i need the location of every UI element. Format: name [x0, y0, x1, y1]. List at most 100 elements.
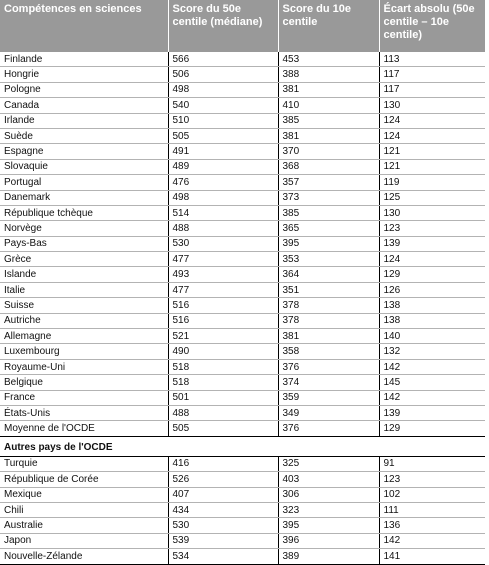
median-score-cell: 488 — [167, 405, 278, 422]
country-cell: Moyenne de l'OCDE — [0, 420, 168, 437]
country-cell: République de Corée — [0, 471, 168, 488]
gap-cell: 117 — [378, 66, 485, 83]
section-title: Autres pays de l'OCDE — [0, 436, 485, 457]
p10-score-cell: 378 — [277, 297, 379, 314]
gap-cell: 141 — [378, 548, 485, 565]
country-cell: Hongrie — [0, 66, 168, 83]
country-cell: Islande — [0, 266, 168, 283]
country-cell: Danemark — [0, 190, 168, 206]
median-score-cell: 501 — [167, 390, 278, 406]
median-score-cell: 518 — [167, 359, 278, 376]
table-row: Royaume-Uni 518 376 142 — [0, 359, 485, 376]
country-cell: Autriche — [0, 313, 168, 330]
p10-score-cell: 364 — [277, 266, 379, 283]
table-row: Espagne 491 370 121 — [0, 143, 485, 160]
table-row: États-Unis 488 349 139 — [0, 405, 485, 422]
gap-cell: 111 — [378, 502, 485, 519]
p10-score-cell: 370 — [277, 143, 379, 160]
median-score-cell: 516 — [167, 297, 278, 314]
table-row: Suisse 516 378 138 — [0, 297, 485, 314]
p10-score-cell: 381 — [277, 328, 379, 345]
p10-score-cell: 403 — [277, 471, 379, 488]
median-score-cell: 566 — [167, 52, 278, 68]
gap-cell: 145 — [378, 374, 485, 391]
country-cell: Slovaquie — [0, 159, 168, 176]
median-score-cell: 514 — [167, 205, 278, 222]
country-cell: Chili — [0, 502, 168, 519]
country-cell: Grèce — [0, 251, 168, 268]
p10-score-cell: 385 — [277, 113, 379, 129]
p10-score-cell: 323 — [277, 502, 379, 519]
p10-score-cell: 376 — [277, 359, 379, 376]
section-heading-row: Autres pays de l'OCDE — [0, 436, 485, 457]
table-header: Compétences en sciences Score du 50e cen… — [0, 0, 485, 52]
gap-cell: 125 — [378, 190, 485, 206]
table-row: Slovaquie 489 368 121 — [0, 159, 485, 176]
p10-score-cell: 396 — [277, 533, 379, 550]
p10-score-cell: 376 — [277, 420, 379, 437]
gap-cell: 130 — [378, 97, 485, 114]
gap-cell: 139 — [378, 405, 485, 422]
p10-score-cell: 374 — [277, 374, 379, 391]
table-row: Australie 530 395 136 — [0, 517, 485, 534]
table-row: Allemagne 521 381 140 — [0, 328, 485, 345]
median-score-cell: 510 — [167, 113, 278, 129]
country-cell: République tchèque — [0, 205, 168, 222]
median-score-cell: 534 — [167, 548, 278, 565]
median-score-cell: 493 — [167, 266, 278, 283]
oecd-average-row: Moyenne de l'OCDE 505 376 129 — [0, 420, 485, 437]
gap-cell: 139 — [378, 236, 485, 253]
p10-score-cell: 353 — [277, 251, 379, 268]
country-cell: Pologne — [0, 82, 168, 99]
median-score-cell: 498 — [167, 190, 278, 206]
table-row: Pays-Bas 530 395 139 — [0, 236, 485, 253]
median-score-cell: 505 — [167, 128, 278, 145]
median-score-cell: 434 — [167, 502, 278, 519]
gap-cell: 136 — [378, 517, 485, 534]
table-row: Suède 505 381 124 — [0, 128, 485, 145]
p10-score-cell: 453 — [277, 52, 379, 68]
median-score-cell: 476 — [167, 174, 278, 191]
header-median-score: Score du 50e centile (médiane) — [167, 0, 278, 52]
table-row: Chili 434 323 111 — [0, 502, 485, 519]
median-score-cell: 506 — [167, 66, 278, 83]
p10-score-cell: 388 — [277, 66, 379, 83]
gap-cell: 138 — [378, 313, 485, 330]
country-cell: Pays-Bas — [0, 236, 168, 253]
table-row: Autriche 516 378 138 — [0, 313, 485, 330]
p10-score-cell: 358 — [277, 343, 379, 360]
median-score-cell: 407 — [167, 487, 278, 503]
table-row: Grèce 477 353 124 — [0, 251, 485, 268]
p10-score-cell: 325 — [277, 456, 379, 473]
median-score-cell: 416 — [167, 456, 278, 473]
p10-score-cell: 373 — [277, 190, 379, 206]
table-row: France 501 359 142 — [0, 390, 485, 406]
gap-cell: 142 — [378, 390, 485, 406]
gap-cell: 124 — [378, 251, 485, 268]
table-row: Danemark 498 373 125 — [0, 190, 485, 206]
header-country: Compétences en sciences — [0, 0, 168, 52]
country-cell: Japon — [0, 533, 168, 550]
median-score-cell: 540 — [167, 97, 278, 114]
gap-cell: 130 — [378, 205, 485, 222]
table-row: Islande 493 364 129 — [0, 266, 485, 283]
country-cell: Irlande — [0, 113, 168, 129]
country-cell: Belgique — [0, 374, 168, 391]
p10-score-cell: 381 — [277, 82, 379, 99]
table-row: Irlande 510 385 124 — [0, 113, 485, 129]
gap-cell: 129 — [378, 266, 485, 283]
country-cell: Italie — [0, 282, 168, 299]
header-absolute-gap: Écart absolu (50e centile – 10e centile) — [378, 0, 485, 52]
gap-cell: 121 — [378, 159, 485, 176]
median-score-cell: 526 — [167, 471, 278, 488]
table-row: Italie 477 351 126 — [0, 282, 485, 299]
country-cell: Nouvelle-Zélande — [0, 548, 168, 565]
p10-score-cell: 410 — [277, 97, 379, 114]
country-cell: Norvège — [0, 220, 168, 237]
median-score-cell: 518 — [167, 374, 278, 391]
gap-cell: 113 — [378, 52, 485, 68]
p10-score-cell: 385 — [277, 205, 379, 222]
gap-cell: 124 — [378, 113, 485, 129]
